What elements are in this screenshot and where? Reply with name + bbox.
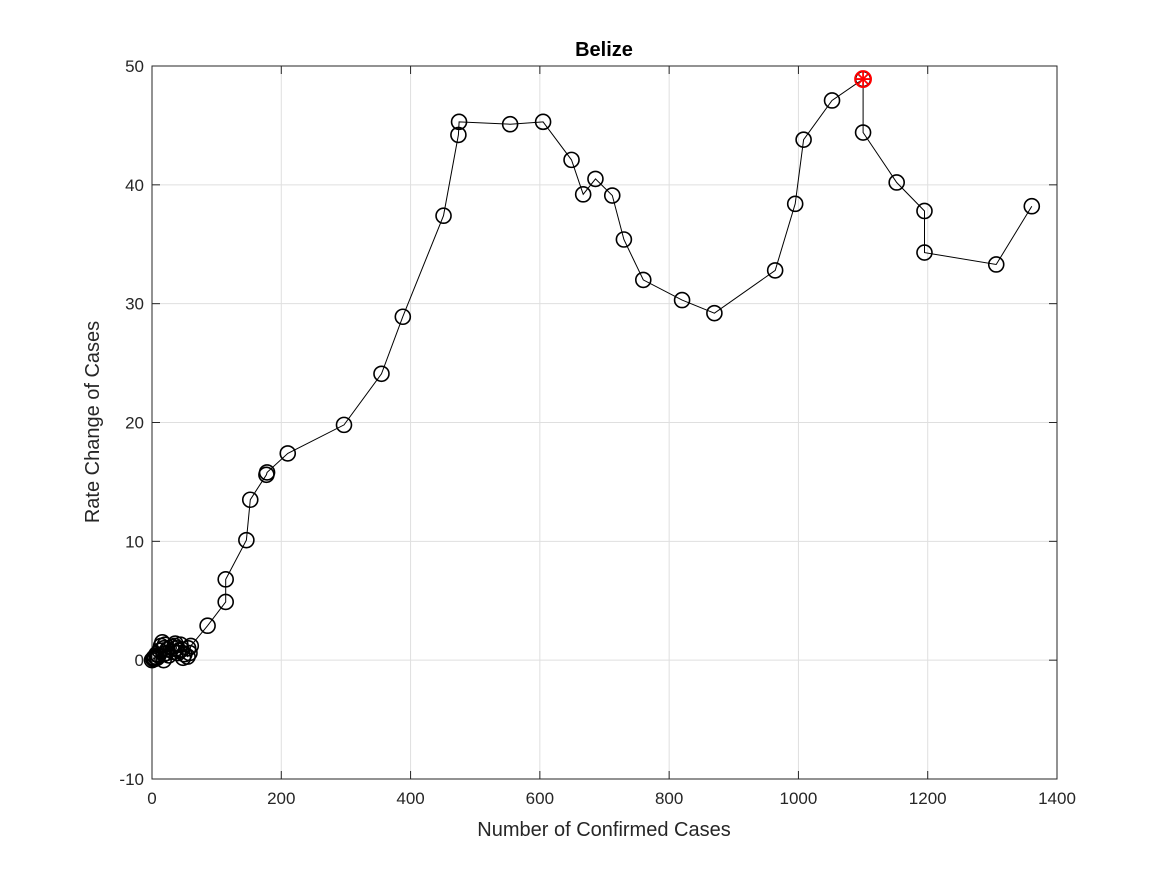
data-point [241,491,259,509]
data-point [563,151,580,169]
x-tick-label: 200 [267,789,295,808]
y-tick-label: 30 [125,295,144,314]
series-line [151,78,1033,661]
data-point [603,187,621,204]
x-tick-label: 1000 [780,789,818,808]
data-point [795,131,812,148]
x-tick-label: 800 [655,789,683,808]
x-tick-labels: 0 200 400 600 800 1000 1200 1400 [147,789,1076,808]
data-point [587,170,604,188]
data-point [181,644,198,662]
data-point [373,365,390,383]
data-point [987,256,1005,273]
highlight-star-stroke [856,72,870,86]
data-point [217,593,234,611]
data-point [916,202,933,220]
x-tick-label: 600 [526,789,554,808]
data-point [1023,197,1041,215]
data-point [766,262,784,279]
highlight-marker [854,70,872,88]
data-point [786,195,804,213]
data-point [435,207,452,225]
data-point [335,416,353,434]
data-point [182,637,200,655]
data-point [179,648,196,665]
data-point [450,113,468,131]
data-point [238,531,255,549]
y-tick-label: -10 [119,770,144,789]
data-point [673,291,691,309]
data-point [888,174,905,191]
data-point [199,617,216,635]
data-point [706,304,723,322]
data-point [169,644,187,662]
data-point [258,464,276,481]
x-tick-label: 400 [396,789,424,808]
data-point [217,571,234,588]
data-point [279,445,297,462]
y-tick-label: 20 [125,414,144,433]
data-point [615,231,633,248]
data-point [501,115,519,133]
y-tick-label: 10 [125,532,144,551]
y-tick-label: 50 [125,57,144,76]
y-tick-labels: -10 0 10 20 30 40 50 [119,57,144,789]
x-axis-label: Number of Confirmed Cases [477,819,730,841]
data-point [634,271,652,289]
y-tick-label: 40 [125,176,144,195]
chart-title: Belize [575,39,633,61]
data-point [450,126,467,144]
x-tick-label: 0 [147,789,156,808]
y-axis-label: Rate Change of Cases [82,321,104,523]
data-point [916,244,933,261]
data-point [574,186,592,203]
data-point [534,113,552,131]
y-tick-label: 0 [135,651,144,670]
data-point [854,124,872,141]
data-point [394,308,412,326]
data-markers [143,70,1041,669]
data-point [823,92,841,109]
x-tick-label: 1400 [1038,789,1076,808]
x-tick-label: 1200 [909,789,947,808]
